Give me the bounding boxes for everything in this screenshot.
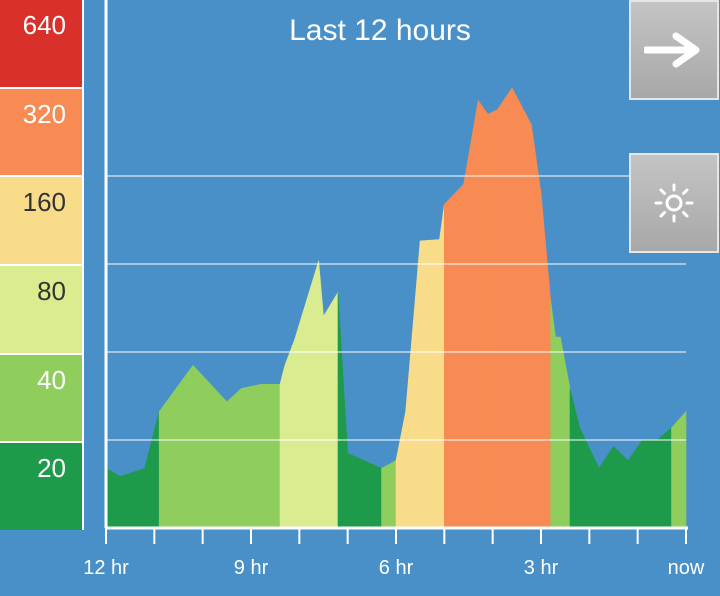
area-segment bbox=[642, 439, 658, 529]
area-segment bbox=[323, 291, 339, 529]
area-segment bbox=[279, 365, 286, 529]
area-segment bbox=[192, 364, 228, 529]
area-segment bbox=[444, 183, 464, 529]
area-segment bbox=[241, 383, 261, 529]
scale-band-label: 320 bbox=[22, 98, 66, 129]
area-segment bbox=[487, 109, 498, 529]
area-segment bbox=[477, 99, 489, 529]
area-segment bbox=[439, 204, 445, 529]
next-button[interactable] bbox=[629, 0, 719, 100]
scale-band-label: 40 bbox=[37, 364, 66, 395]
area-segment bbox=[105, 467, 121, 529]
area-segment bbox=[381, 460, 397, 529]
area-segment bbox=[405, 240, 421, 529]
area-segment bbox=[540, 192, 551, 529]
area-segment bbox=[395, 411, 406, 529]
area-segment bbox=[294, 260, 319, 529]
area-segment bbox=[226, 387, 242, 529]
area-segment bbox=[511, 87, 532, 529]
area-segment bbox=[671, 410, 687, 529]
area-segment bbox=[260, 384, 281, 529]
chart-title: Last 12 hours bbox=[289, 14, 471, 47]
area-segment bbox=[318, 260, 324, 529]
area-segment bbox=[158, 364, 194, 529]
area-segment bbox=[613, 445, 629, 529]
scale-band-320: 320 bbox=[0, 88, 82, 178]
area-segment bbox=[120, 467, 145, 529]
area-segment bbox=[598, 445, 614, 529]
area-segment bbox=[627, 439, 643, 529]
x-tick-label: now bbox=[668, 557, 705, 579]
scale-band-640: 640 bbox=[0, 0, 82, 89]
scale-band-80: 80 bbox=[0, 266, 82, 355]
area-segment bbox=[284, 339, 295, 529]
scale-band-label: 160 bbox=[22, 187, 66, 218]
scale-band-40: 40 bbox=[0, 354, 82, 444]
scale-band-label: 20 bbox=[37, 453, 66, 484]
area-segment bbox=[531, 124, 542, 529]
brightness-button[interactable] bbox=[629, 153, 719, 253]
brightness-icon bbox=[654, 183, 694, 223]
scale-band-label: 640 bbox=[22, 10, 66, 40]
area-segment bbox=[144, 411, 160, 529]
x-tick-label: 6 hr bbox=[379, 557, 414, 579]
scale-band-label: 80 bbox=[37, 276, 66, 307]
area-segment bbox=[656, 427, 672, 529]
scale-band-20: 20 bbox=[0, 443, 82, 531]
area-segment bbox=[497, 87, 513, 529]
area-segment bbox=[550, 300, 556, 529]
x-tick-label: 3 hr bbox=[524, 557, 559, 579]
x-tick-label: 12 hr bbox=[83, 557, 129, 579]
area-segment bbox=[463, 100, 479, 529]
area-segment bbox=[579, 427, 600, 529]
area-segment bbox=[569, 388, 580, 529]
area-segment bbox=[337, 292, 348, 529]
area-segment bbox=[347, 452, 382, 529]
area-segment bbox=[555, 336, 561, 529]
level-scale: 640 320 160 80 40 20 bbox=[0, 0, 84, 531]
area-segment bbox=[560, 336, 571, 529]
x-tick-label: 9 hr bbox=[234, 557, 269, 579]
scale-band-160: 160 bbox=[0, 177, 82, 267]
area-segment bbox=[419, 239, 440, 529]
arrow-right-icon bbox=[644, 32, 700, 68]
